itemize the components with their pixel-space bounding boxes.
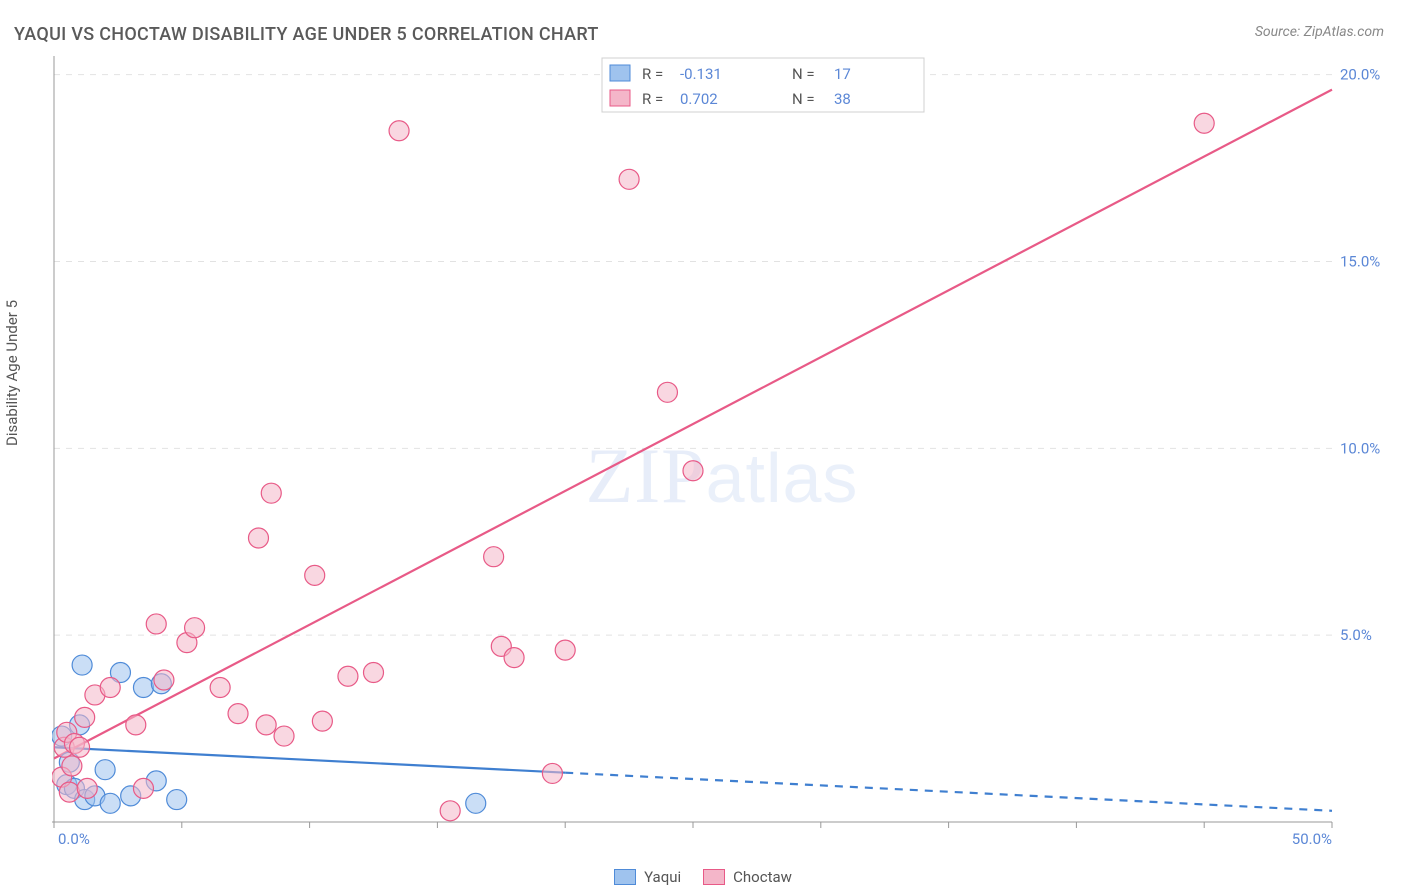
data-point-choctaw [59, 782, 79, 802]
stats-n-value: 38 [834, 90, 851, 108]
y-tick-label: 5.0% [1340, 626, 1372, 644]
chart-title: YAQUI VS CHOCTAW DISABILITY AGE UNDER 5 … [14, 24, 599, 45]
legend-swatch-choctaw [703, 869, 725, 885]
data-point-choctaw [100, 677, 120, 697]
legend-label-yaqui: Yaqui [644, 868, 681, 886]
data-point-choctaw [555, 640, 575, 660]
data-point-choctaw [312, 711, 332, 731]
data-point-yaqui [95, 760, 115, 780]
stats-r-label: R = [642, 65, 663, 83]
stats-r-label: R = [642, 90, 663, 108]
data-point-choctaw [154, 670, 174, 690]
chart-container: YAQUI VS CHOCTAW DISABILITY AGE UNDER 5 … [0, 0, 1406, 892]
y-tick-label: 15.0% [1340, 253, 1380, 271]
data-point-choctaw [338, 666, 358, 686]
data-point-yaqui [133, 677, 153, 697]
data-point-choctaw [256, 715, 276, 735]
stats-r-value: 0.702 [680, 90, 718, 108]
data-point-choctaw [210, 677, 230, 697]
stats-n-label: N = [792, 65, 815, 83]
regression-line-dashed-yaqui [565, 773, 1332, 811]
regression-line-choctaw [54, 90, 1332, 759]
data-point-choctaw [133, 778, 153, 798]
data-point-choctaw [504, 648, 524, 668]
legend-item-yaqui: Yaqui [614, 868, 681, 886]
data-point-choctaw [62, 756, 82, 776]
data-point-choctaw [126, 715, 146, 735]
source-attribution: Source: ZipAtlas.com [1255, 24, 1384, 40]
stats-r-value: -0.131 [680, 65, 722, 83]
stats-swatch [610, 65, 630, 81]
data-point-choctaw [185, 618, 205, 638]
y-tick-label: 20.0% [1340, 66, 1380, 84]
stats-n-label: N = [792, 90, 815, 108]
data-point-yaqui [167, 790, 187, 810]
legend-swatch-yaqui [614, 869, 636, 885]
data-point-yaqui [100, 793, 120, 813]
plot-area: 5.0% 10.0% 15.0% 20.0% 0.0% 50.0% ZIPatlas R =-… [52, 56, 1392, 852]
y-tick-label: 10.0% [1340, 439, 1380, 457]
data-point-choctaw [248, 528, 268, 548]
stats-swatch [610, 90, 630, 106]
scatter-plot-svg: 5.0% 10.0% 15.0% 20.0% 0.0% 50.0% ZIPatlas R =-… [52, 56, 1392, 852]
data-point-yaqui [466, 793, 486, 813]
data-point-choctaw [389, 121, 409, 141]
x-tick-label: 0.0% [58, 830, 90, 848]
data-point-choctaw [146, 614, 166, 634]
data-point-choctaw [274, 726, 294, 746]
stats-n-value: 17 [834, 65, 851, 83]
data-point-choctaw [77, 778, 97, 798]
data-point-choctaw [75, 707, 95, 727]
data-point-choctaw [70, 737, 90, 757]
y-axis-label: Disability Age Under 5 [3, 300, 21, 446]
regression-line-yaqui [54, 747, 565, 772]
data-point-choctaw [1194, 113, 1214, 133]
data-point-yaqui [72, 655, 92, 675]
data-point-choctaw [484, 547, 504, 567]
legend-label-choctaw: Choctaw [733, 868, 792, 886]
data-point-choctaw [228, 704, 248, 724]
watermark: ZIPatlas [586, 432, 859, 519]
data-point-choctaw [440, 801, 460, 821]
data-point-choctaw [305, 565, 325, 585]
data-point-choctaw [542, 763, 562, 783]
data-point-choctaw [657, 382, 677, 402]
legend-item-choctaw: Choctaw [703, 868, 792, 886]
data-point-choctaw [619, 169, 639, 189]
x-tick-label: 50.0% [1292, 830, 1332, 848]
data-point-choctaw [683, 461, 703, 481]
legend: Yaqui Choctaw [0, 868, 1406, 886]
data-point-choctaw [364, 663, 384, 683]
data-point-choctaw [261, 483, 281, 503]
